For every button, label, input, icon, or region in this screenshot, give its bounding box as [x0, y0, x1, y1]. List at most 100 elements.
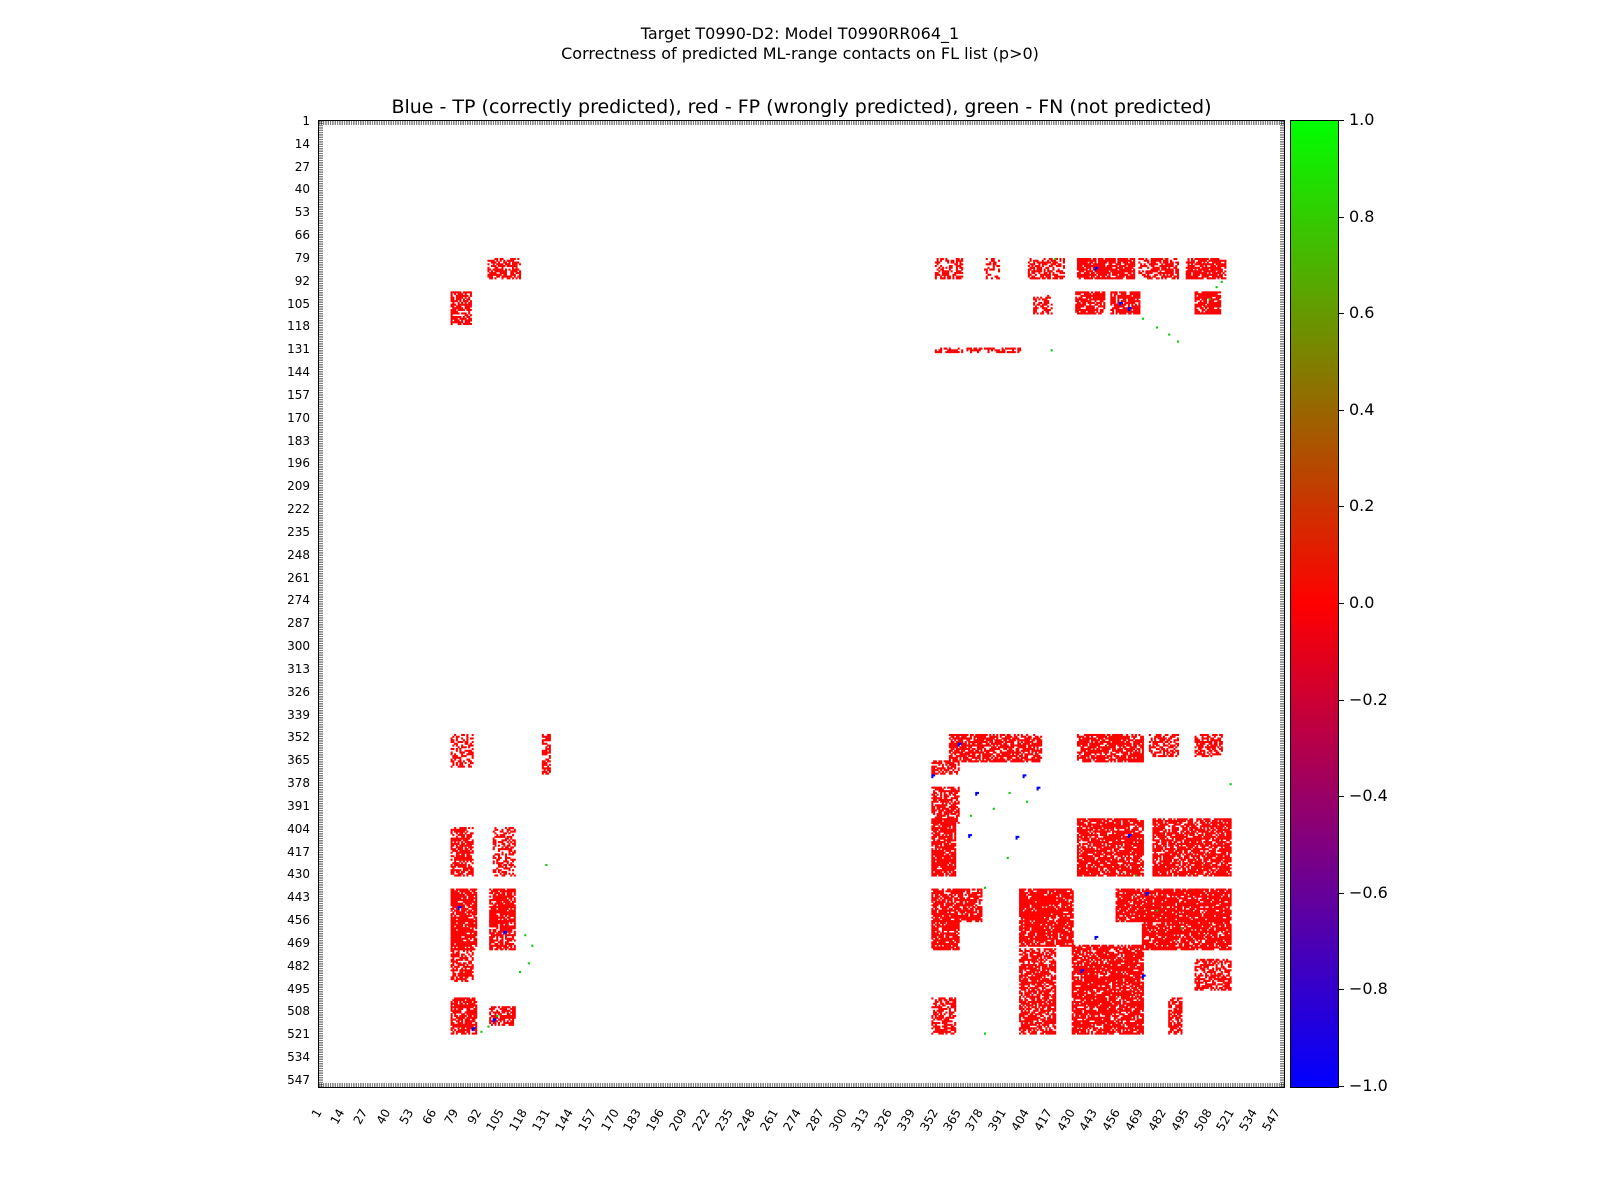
fp-cell	[1085, 273, 1088, 276]
fp-cell	[968, 755, 971, 758]
fp-cell	[996, 351, 999, 354]
fp-cell	[1087, 739, 1090, 742]
fp-cell	[936, 805, 939, 809]
fp-cell	[1045, 310, 1048, 313]
fp-cell	[940, 816, 943, 819]
fp-cell	[517, 272, 520, 275]
fp-cell	[1013, 751, 1016, 754]
fp-cell	[1043, 270, 1046, 273]
fp-cell	[468, 855, 471, 858]
fp-cell	[1203, 753, 1206, 756]
fp-cell	[1117, 825, 1120, 828]
fp-cell	[459, 860, 462, 863]
fp-cell	[1031, 275, 1034, 278]
fp-cell	[1198, 312, 1201, 315]
fp-cell	[1082, 837, 1085, 840]
fp-cell	[934, 769, 937, 772]
fp-cell	[1126, 832, 1129, 835]
fp-cell	[1115, 832, 1118, 835]
fp-cell	[1103, 834, 1106, 837]
fp-cell	[1199, 305, 1202, 308]
fp-cell	[454, 308, 457, 311]
fp-cell	[1131, 758, 1134, 761]
fp-cell	[457, 846, 460, 849]
fp-cell	[955, 760, 958, 763]
fp-cell	[938, 827, 941, 830]
fp-cell	[1113, 818, 1116, 821]
fp-cell	[1080, 270, 1083, 273]
fp-cell	[936, 762, 939, 765]
fp-cell	[982, 735, 985, 738]
fp-cell	[940, 835, 943, 838]
fp-cell	[1154, 266, 1157, 269]
fp-cell	[469, 858, 472, 861]
fp-cell	[1119, 305, 1122, 308]
fp-cell	[1075, 308, 1078, 311]
fp-cell	[938, 804, 941, 807]
fp-cell	[1078, 312, 1081, 315]
fp-cell	[1078, 270, 1081, 273]
fp-cell	[1001, 347, 1004, 350]
fp-cell	[1199, 265, 1202, 268]
fp-cell	[1133, 758, 1136, 761]
fp-cell	[497, 870, 501, 874]
fp-cell	[1124, 746, 1127, 749]
fp-cell	[1078, 737, 1081, 740]
fp-cell	[1198, 744, 1201, 747]
fp-cell	[1112, 830, 1115, 833]
fp-cell	[1113, 834, 1116, 837]
fp-cell	[1027, 741, 1030, 744]
fp-cell	[941, 767, 944, 770]
fp-cell	[1075, 300, 1078, 303]
fp-cell	[492, 273, 495, 276]
fp-cell	[950, 741, 953, 744]
fp-cell	[1078, 828, 1081, 831]
fp-cell	[548, 760, 551, 763]
fp-cell	[1219, 296, 1222, 299]
fp-cell	[1040, 312, 1043, 315]
fp-cell	[1133, 259, 1136, 262]
fp-cell	[1024, 746, 1027, 749]
fp-cell	[547, 769, 550, 772]
fp-region	[1027, 258, 1065, 280]
fp-cell	[1154, 742, 1157, 745]
fp-cell	[961, 741, 964, 744]
fp-cell	[1215, 273, 1218, 276]
fp-cell	[1155, 744, 1158, 747]
fp-cell	[1140, 758, 1143, 761]
fp-cell	[976, 737, 979, 740]
fp-cell	[992, 746, 995, 749]
fp-cell	[968, 760, 971, 763]
fp-cell	[504, 867, 508, 870]
fp-cell	[466, 739, 469, 742]
fp-cell	[450, 837, 453, 840]
fp-cell	[989, 733, 992, 737]
fp-cell	[948, 760, 951, 763]
fp-cell	[1112, 748, 1115, 751]
fp-cell	[1150, 746, 1153, 749]
fp-cell	[1089, 268, 1092, 271]
fp-cell	[1033, 748, 1036, 751]
fp-cell	[1055, 275, 1058, 278]
fp-cell	[1098, 756, 1101, 759]
fp-cell	[1105, 737, 1108, 740]
fp-cell	[940, 814, 943, 817]
fp-cell	[1094, 308, 1097, 311]
fp-cell	[931, 841, 934, 844]
fp-cell	[996, 748, 999, 751]
fp-cell	[950, 830, 953, 833]
fp-cell	[1119, 273, 1122, 276]
fp-cell	[983, 756, 987, 759]
fp-cell	[1140, 741, 1143, 744]
fp-cell	[1124, 301, 1127, 304]
fp-cell	[1096, 263, 1099, 266]
fp-cell	[947, 841, 950, 844]
fp-cell	[1017, 756, 1020, 759]
fp-cell	[1217, 261, 1220, 264]
fp-cell	[1122, 739, 1125, 742]
fp-cell	[1219, 312, 1222, 315]
fp-cell	[1157, 748, 1160, 751]
fp-cell	[464, 305, 467, 308]
fp-cell	[943, 797, 946, 800]
fp-cell	[1003, 739, 1006, 742]
